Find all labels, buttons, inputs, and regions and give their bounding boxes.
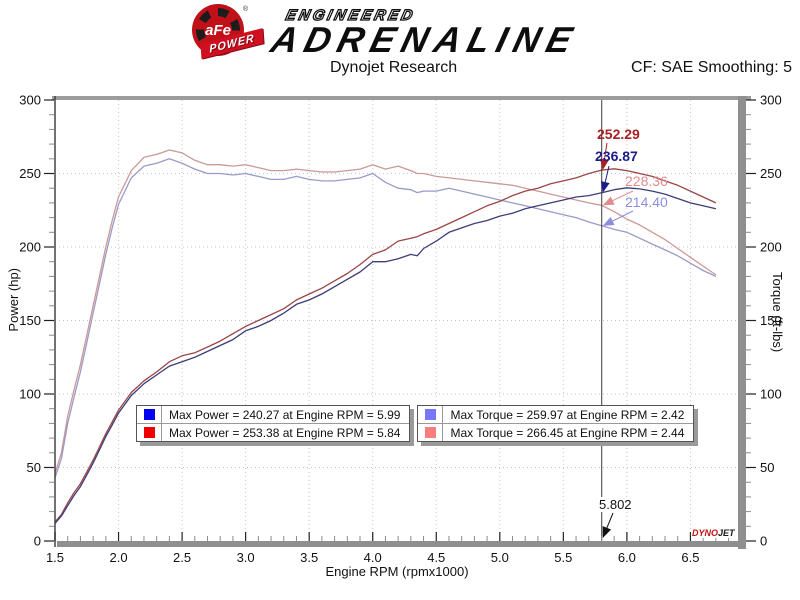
x-tick-label: 5.5 bbox=[554, 550, 572, 565]
x-tick-label: 5.0 bbox=[491, 550, 509, 565]
cursor-readout-power-stock: 236.87 bbox=[595, 148, 638, 164]
leader-arrowhead bbox=[602, 217, 615, 226]
leader-arrowhead bbox=[602, 526, 612, 538]
legend-row-torque-modified: Max Torque = 266.45 at Engine RPM = 2.44 bbox=[418, 423, 694, 441]
curve-torque_modified bbox=[54, 149, 717, 474]
plot-border-right bbox=[738, 96, 746, 549]
y-tick-label-left: 100 bbox=[19, 387, 41, 402]
power-stock-swatch bbox=[143, 409, 155, 420]
legend-row-torque-stock: Max Torque = 259.97 at Engine RPM = 2.42 bbox=[418, 406, 693, 423]
cursor-readout-torque-modified: 228.36 bbox=[625, 173, 668, 189]
leader-line bbox=[608, 210, 634, 224]
dynojet-watermark-dyno: DYNO bbox=[692, 528, 719, 538]
dynojet-watermark: DYNOJET bbox=[691, 528, 736, 538]
y-tick-label-right: 150 bbox=[760, 313, 782, 328]
curve-torque_stock bbox=[54, 158, 717, 479]
curve-power_stock bbox=[54, 187, 717, 524]
logo-afe-text: aFe bbox=[205, 21, 231, 39]
x-tick-label: 2.0 bbox=[110, 550, 128, 565]
legend-torque-box: Max Torque = 259.97 at Engine RPM = 2.42… bbox=[417, 405, 695, 442]
swatch-cell bbox=[137, 406, 162, 423]
power-modified-swatch bbox=[143, 427, 155, 438]
x-tick-label: 3.5 bbox=[300, 550, 318, 565]
chart-title: Dynojet Research bbox=[330, 59, 458, 76]
y-tick-label-right: 300 bbox=[760, 93, 782, 108]
y-tick-label-right: 100 bbox=[760, 387, 782, 402]
plot-border-top bbox=[52, 96, 751, 100]
legend-row-power-stock: Max Power = 240.27 at Engine RPM = 5.99 bbox=[137, 406, 409, 423]
tagline-adrenaline: ADRENALINE bbox=[267, 19, 584, 60]
leader-arrowhead bbox=[600, 158, 609, 171]
x-tick-label: 2.5 bbox=[173, 550, 191, 565]
y-tick-label-right: 50 bbox=[760, 460, 774, 475]
x-tick-label: 6.5 bbox=[681, 550, 699, 565]
legend: Max Power = 240.27 at Engine RPM = 5.99 … bbox=[136, 405, 695, 442]
x-tick-label: 3.0 bbox=[237, 550, 255, 565]
registered-mark: ® bbox=[242, 6, 248, 13]
y-tick-label-left: 200 bbox=[19, 240, 41, 255]
leader-arrowhead bbox=[602, 196, 615, 206]
legend-label-power-modified: Max Power = 253.38 at Engine RPM = 5.84 bbox=[169, 425, 401, 440]
y-tick-label-right: 200 bbox=[760, 240, 782, 255]
torque-modified-swatch bbox=[424, 427, 436, 438]
cursor-readout-torque-stock: 214.40 bbox=[625, 194, 668, 210]
leader-arrowhead bbox=[600, 181, 610, 193]
legend-label-torque-stock: Max Torque = 259.97 at Engine RPM = 2.42 bbox=[450, 407, 685, 422]
dynojet-watermark-jet: JET bbox=[718, 528, 735, 538]
legend-power-box: Max Power = 240.27 at Engine RPM = 5.99 … bbox=[136, 405, 411, 442]
y-tick-label-left: 0 bbox=[34, 534, 41, 549]
y-tick-label-left: 300 bbox=[19, 93, 41, 108]
x-axis-title: Engine RPM (rpmx1000) bbox=[325, 564, 469, 579]
curve-power_modified bbox=[54, 168, 717, 523]
legend-row-power-modified: Max Power = 253.38 at Engine RPM = 5.84 bbox=[137, 423, 410, 441]
y-tick-label-left: 250 bbox=[19, 166, 41, 181]
y-tick-label-right: 250 bbox=[760, 166, 782, 181]
plot-border-bottom bbox=[57, 541, 746, 547]
legend-label-power-stock: Max Power = 240.27 at Engine RPM = 5.99 bbox=[169, 407, 401, 422]
y-axis-right-title: Torque (ft-lbs) bbox=[770, 272, 785, 353]
swatch-cell bbox=[137, 424, 162, 441]
x-tick-label: 6.0 bbox=[618, 550, 636, 565]
torque-stock-swatch bbox=[424, 409, 436, 420]
legend-label-torque-modified: Max Torque = 266.45 at Engine RPM = 2.44 bbox=[450, 425, 685, 440]
x-tick-label: 4.5 bbox=[427, 550, 445, 565]
cursor-readout-power-modified: 252.29 bbox=[597, 126, 640, 142]
y-tick-label-left: 50 bbox=[27, 460, 41, 475]
swatch-cell bbox=[418, 424, 444, 441]
x-tick-label: 1.5 bbox=[46, 550, 64, 565]
correction-factor-label: CF: SAE Smoothing: 5 bbox=[631, 59, 792, 76]
swatch-cell bbox=[418, 406, 444, 423]
x-tick-label: 4.0 bbox=[364, 550, 382, 565]
leader-line bbox=[608, 190, 634, 203]
y-tick-label-right: 0 bbox=[760, 534, 767, 549]
cursor-rpm-label: 5.802 bbox=[597, 497, 634, 512]
y-tick-label-left: 150 bbox=[19, 313, 41, 328]
